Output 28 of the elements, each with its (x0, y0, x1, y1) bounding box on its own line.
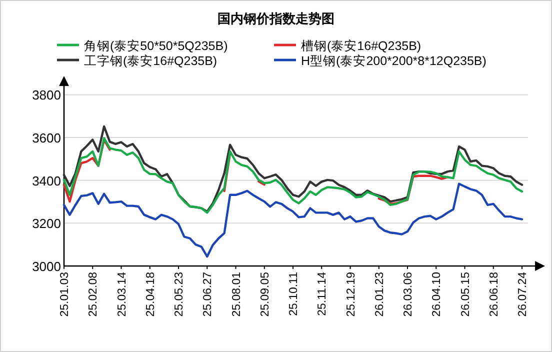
y-tick-label: 3600 (32, 130, 61, 146)
y-tick-label: 3800 (32, 88, 61, 103)
y-tick-label: 3400 (32, 173, 61, 188)
legend-label: 工字钢(泰安16#Q235B) (84, 53, 218, 68)
x-tick-label: 26.06.18 (488, 272, 500, 317)
x-tick-label: 26.05.15 (460, 272, 472, 317)
line-series (62, 182, 524, 258)
x-tick-label: 25.10.11 (288, 272, 300, 316)
legend-label: 槽钢(泰安16#Q235B) (301, 38, 422, 53)
x-tick-label: 25.12.19 (345, 272, 358, 317)
x-tick-label: 25.09.05 (259, 272, 272, 317)
chart-title: 国内钢价指数走势图 (218, 11, 334, 26)
x-tick-label: 25.02.08 (88, 272, 100, 317)
legend-label: 角钢(泰安50*50*5Q235B) (84, 38, 228, 53)
x-tick-label: 26.04.10 (431, 272, 444, 317)
legend-label: H型钢(泰安200*200*8*12Q235B) (301, 53, 486, 68)
x-tick-label: 26.01.23 (374, 272, 386, 317)
x-tick-label: 25.05.23 (174, 272, 186, 317)
x-tick-label: 26.03.06 (402, 272, 414, 317)
x-tick-label: 25.03.14 (116, 271, 128, 317)
x-tick-label: 25.06.27 (202, 272, 214, 317)
x-tick-label: 26.07.24 (517, 271, 529, 317)
x-tick-label: 25.04.18 (144, 272, 157, 317)
x-tick-label: 25.11.14 (316, 271, 329, 316)
y-tick-label: 3000 (32, 259, 61, 274)
x-tick-label: 25.01.03 (59, 272, 71, 317)
y-tick-label: 3200 (32, 216, 61, 232)
x-tick-label: 25.08.01 (230, 272, 243, 317)
